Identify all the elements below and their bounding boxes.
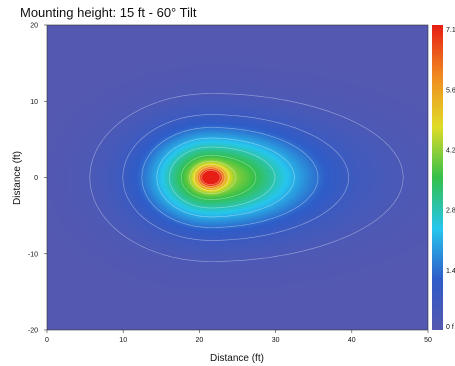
contour-line — [199, 168, 223, 187]
x-axis-label: Distance (ft) — [210, 353, 264, 364]
colorbar-tick-label: 7.1 — [446, 27, 455, 34]
x-tick-label: 30 — [272, 337, 280, 344]
contour-line — [201, 170, 221, 185]
heatmap-surface — [47, 25, 428, 330]
y-tick-label: 20 — [30, 23, 38, 30]
x-tick-label: 40 — [348, 337, 356, 344]
contour-line — [180, 155, 257, 200]
y-tick-label: -10 — [28, 251, 38, 258]
contour-line — [168, 146, 276, 209]
x-tick-label: 20 — [196, 337, 204, 344]
colorbar-tick-label: 1.4 — [446, 268, 455, 275]
plot-area — [46, 24, 429, 331]
chart-title: Mounting height: 15 ft - 60° Tilt — [20, 5, 197, 20]
contour-line — [122, 114, 350, 241]
colorbar-tick-label: 5.6 — [446, 87, 455, 94]
colorbar-gradient — [432, 25, 443, 330]
x-axis: 0 10 20 30 40 50 — [45, 330, 432, 344]
y-tick-label: -20 — [28, 328, 38, 335]
contour-line — [89, 93, 404, 262]
x-tick-label: 0 — [45, 337, 49, 344]
colorbar: 7.1 5.6 4.2 2.8 1.4 0 f — [432, 25, 455, 331]
contour-line — [189, 160, 237, 195]
colorbar-ticks: 7.1 5.6 4.2 2.8 1.4 0 f — [446, 27, 455, 331]
colorbar-tick-label: 4.2 — [446, 148, 455, 155]
x-tick-label: 10 — [119, 337, 127, 344]
y-axis-label: Distance (ft) — [12, 151, 23, 205]
contour-lines — [89, 93, 404, 262]
x-tick-label: 50 — [424, 337, 432, 344]
colorbar-tick-label: 2.8 — [446, 208, 455, 215]
contour-line — [193, 164, 229, 191]
y-tick-label: 10 — [30, 99, 38, 106]
contour-line — [141, 127, 319, 228]
y-tick-label: 0 — [34, 175, 38, 182]
contour-line — [156, 137, 295, 218]
y-axis: 20 10 0 -10 -20 — [28, 23, 47, 335]
colorbar-tick-label: 0 f — [446, 324, 454, 331]
contour-line — [196, 166, 226, 189]
